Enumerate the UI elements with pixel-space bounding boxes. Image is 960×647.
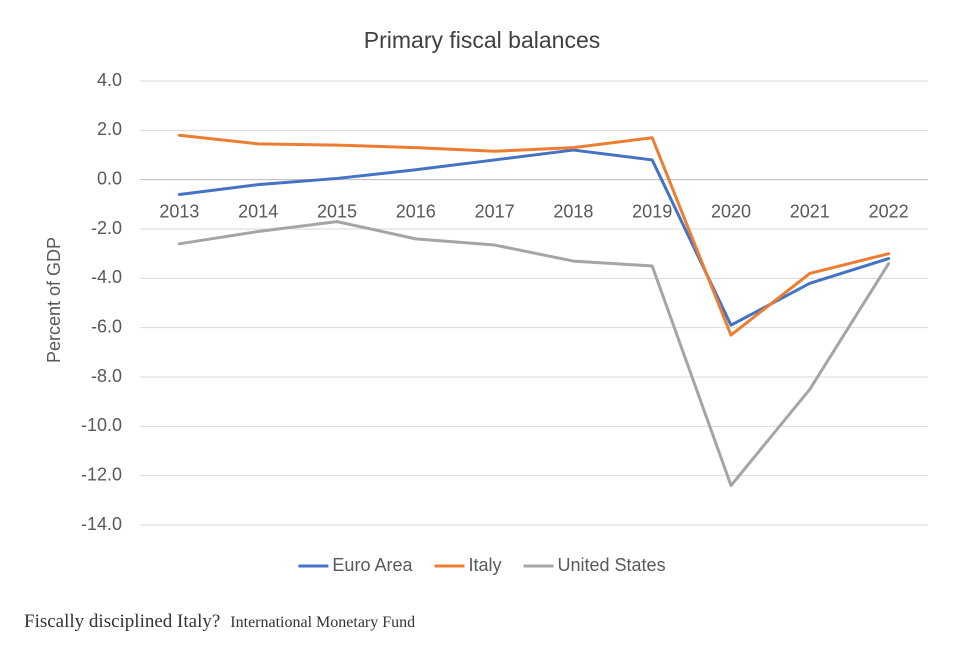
caption-credit: International Monetary Fund — [230, 614, 415, 631]
x-tick-label: 2021 — [790, 201, 830, 221]
x-tick-label: 2019 — [632, 201, 672, 221]
caption-text: Fiscally disciplined Italy? — [24, 611, 220, 632]
x-tick-label: 2017 — [475, 201, 515, 221]
x-tick-label: 2015 — [317, 201, 357, 221]
legend-label: United States — [558, 555, 666, 575]
y-tick-label: -4.0 — [91, 267, 122, 287]
y-tick-label: -12.0 — [81, 464, 122, 484]
y-tick-label: 2.0 — [97, 119, 122, 139]
y-tick-label: -10.0 — [81, 415, 122, 435]
line-series — [177, 133, 891, 337]
chart-title: Primary fiscal balances — [364, 27, 600, 53]
caption: Fiscally disciplined Italy? International… — [24, 611, 415, 632]
y-axis-label: Percent of GDP — [44, 237, 64, 363]
legend-item: Euro Area — [298, 555, 413, 575]
legend: Euro Area Italy United States — [298, 555, 666, 575]
line-series — [177, 220, 891, 488]
y-tick-label: -14.0 — [81, 514, 122, 534]
x-tick-label: 2013 — [159, 201, 199, 221]
x-tick-label: 2018 — [553, 201, 593, 221]
legend-label: Italy — [468, 555, 501, 575]
y-tick-label: -6.0 — [91, 316, 122, 336]
y-tick-label: 4.0 — [97, 70, 122, 90]
grid: -14.0 -12.0 -10.0 -8.0 -6.0 -4.0 -2.0 0.0 2.0 4.0… — [81, 70, 928, 534]
legend-item: United States — [523, 555, 666, 575]
plot — [177, 133, 891, 488]
y-tick-label: 0.0 — [97, 168, 122, 188]
legend-item: Italy — [434, 555, 502, 575]
x-tick-label: 2014 — [238, 201, 278, 221]
x-tick-label: 2020 — [711, 201, 751, 221]
x-tick-label: 2016 — [396, 201, 436, 221]
line-series — [177, 148, 891, 327]
legend-label: Euro Area — [332, 555, 413, 575]
y-tick-label: -2.0 — [91, 218, 122, 238]
x-tick-label: 2022 — [869, 201, 909, 221]
y-tick-label: -8.0 — [91, 366, 122, 386]
